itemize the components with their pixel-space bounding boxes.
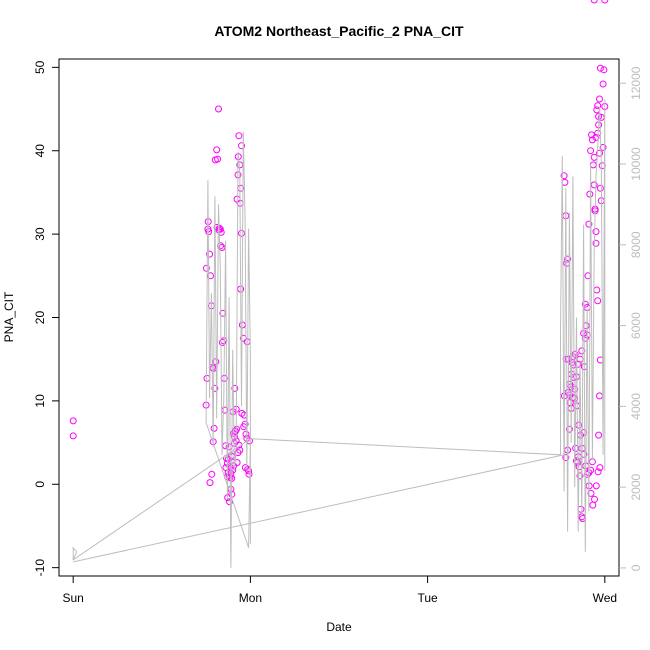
data-point bbox=[592, 228, 600, 236]
data-point bbox=[590, 0, 598, 4]
data-point bbox=[595, 431, 603, 439]
data-point bbox=[585, 220, 593, 228]
data-point bbox=[235, 132, 243, 140]
y-tick-label: -10 bbox=[33, 559, 47, 577]
y-tick-label: 0 bbox=[33, 481, 47, 488]
data-point bbox=[596, 64, 604, 72]
data-point bbox=[581, 300, 589, 308]
data-point bbox=[236, 446, 244, 454]
y-tick-label: 30 bbox=[33, 227, 47, 241]
y-tick-label: 20 bbox=[33, 311, 47, 325]
chart-title: ATOM2 Northeast_Pacific_2 PNA_CIT bbox=[214, 23, 464, 39]
x-axis-label: Date bbox=[326, 620, 352, 634]
y2-tick-label: 8000 bbox=[629, 231, 643, 258]
y-tick-label: 10 bbox=[33, 394, 47, 408]
x-tick-label: Tue bbox=[417, 591, 438, 605]
data-point bbox=[69, 432, 77, 440]
x-tick-label: Wed bbox=[593, 591, 617, 605]
y2-axis: 0 2000 4000 6000 8000 10000 12000 bbox=[619, 66, 643, 571]
data-point bbox=[588, 458, 596, 466]
x-axis: Sun Mon Tue Wed bbox=[62, 575, 617, 605]
data-point bbox=[210, 424, 218, 432]
y2-tick-label: 0 bbox=[629, 564, 643, 571]
plot-frame bbox=[58, 58, 620, 577]
data-point bbox=[596, 392, 603, 400]
data-point bbox=[231, 384, 239, 392]
data-point bbox=[581, 334, 589, 342]
x-tick-label: Mon bbox=[239, 591, 262, 605]
data-point bbox=[206, 250, 214, 258]
data-point bbox=[233, 195, 241, 203]
x-tick-label: Sun bbox=[62, 591, 83, 605]
data-point bbox=[211, 384, 219, 392]
data-point bbox=[238, 142, 245, 150]
data-point bbox=[69, 417, 77, 425]
data-point bbox=[593, 286, 601, 294]
data-point bbox=[587, 489, 595, 497]
data-point bbox=[208, 470, 216, 478]
data-point bbox=[576, 472, 584, 480]
y2-tick-label: 12000 bbox=[629, 66, 643, 100]
data-point bbox=[206, 479, 214, 487]
data-point bbox=[238, 229, 245, 237]
data-point bbox=[596, 464, 604, 472]
data-point bbox=[242, 430, 250, 438]
data-point bbox=[565, 425, 573, 433]
data-point bbox=[215, 105, 222, 113]
y-tick-label: 50 bbox=[33, 60, 47, 74]
data-point bbox=[596, 95, 603, 103]
data-point bbox=[243, 338, 251, 346]
data-point bbox=[202, 264, 210, 272]
y2-tick-label: 6000 bbox=[629, 312, 643, 339]
data-point bbox=[592, 239, 600, 247]
data-point bbox=[594, 297, 602, 305]
data-point bbox=[245, 470, 253, 478]
data-point bbox=[222, 464, 230, 472]
y2-tick-label: 2000 bbox=[629, 473, 643, 500]
data-point bbox=[238, 409, 246, 417]
data-point bbox=[596, 149, 603, 157]
y2-tick-label: 10000 bbox=[629, 147, 643, 181]
series-layer bbox=[69, 0, 609, 568]
data-point bbox=[218, 244, 226, 251]
data-point bbox=[562, 454, 570, 462]
data-point bbox=[241, 464, 249, 472]
data-point bbox=[592, 133, 600, 141]
data-point bbox=[599, 143, 607, 151]
data-point bbox=[601, 0, 609, 4]
data-point bbox=[590, 153, 598, 161]
data-point bbox=[218, 339, 226, 346]
data-point bbox=[587, 466, 595, 474]
data-point bbox=[589, 161, 597, 169]
y-tick-label: 40 bbox=[33, 144, 47, 158]
data-point bbox=[587, 147, 595, 155]
data-point bbox=[211, 156, 219, 164]
series-line-2 bbox=[73, 454, 565, 563]
data-point bbox=[586, 190, 594, 198]
series-line-1 bbox=[72, 99, 606, 568]
data-point bbox=[599, 80, 607, 88]
y-axis-label: PNA_CIT bbox=[2, 291, 16, 342]
data-point bbox=[560, 172, 568, 180]
data-point bbox=[592, 482, 600, 490]
data-point bbox=[217, 242, 225, 250]
data-point bbox=[213, 146, 221, 154]
data-point bbox=[596, 184, 604, 192]
data-point bbox=[594, 468, 602, 476]
y2-tick-label: 4000 bbox=[629, 393, 643, 420]
y-axis: -10 0 10 20 30 40 50 bbox=[33, 60, 59, 576]
data-point bbox=[600, 66, 608, 74]
data-point bbox=[564, 255, 572, 263]
data-point bbox=[578, 347, 586, 355]
data-point bbox=[591, 495, 598, 503]
data-point bbox=[589, 501, 597, 509]
data-point bbox=[594, 102, 602, 110]
